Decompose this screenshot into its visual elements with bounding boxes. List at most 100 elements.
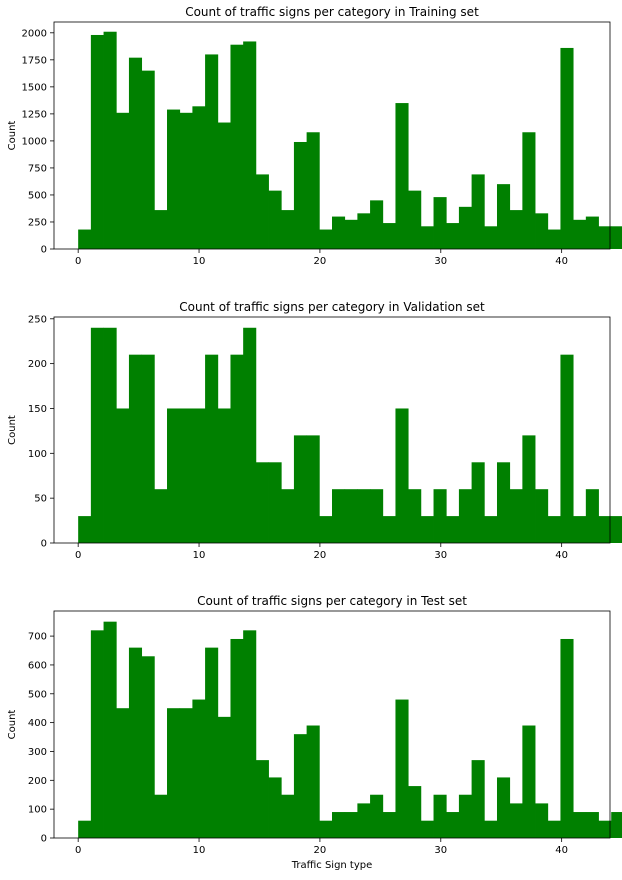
y-tick-label: 200 <box>28 776 47 787</box>
bar <box>319 516 333 543</box>
x-tick-label: 10 <box>193 845 206 856</box>
y-tick-label: 250 <box>28 217 47 228</box>
y-tick-label: 250 <box>28 314 47 325</box>
bar <box>611 812 622 838</box>
bar <box>573 812 587 838</box>
bar <box>319 229 333 249</box>
y-tick-label: 0 <box>41 834 47 845</box>
x-tick-label: 30 <box>434 845 447 856</box>
bar <box>293 141 308 249</box>
axes-frame <box>53 316 611 544</box>
bar <box>395 408 409 543</box>
bar <box>230 354 244 543</box>
bar <box>370 794 384 838</box>
bar <box>332 489 346 543</box>
bar <box>268 462 282 543</box>
bar <box>611 516 622 543</box>
bar <box>382 516 396 543</box>
bar <box>547 820 561 838</box>
bar <box>128 57 143 249</box>
x-tick-label: 10 <box>193 550 206 561</box>
axes-frame <box>53 21 611 250</box>
bar <box>230 44 244 250</box>
x-tick-label: 40 <box>555 256 568 267</box>
bar <box>344 489 358 543</box>
bar <box>535 213 549 249</box>
bar <box>611 226 622 249</box>
x-tick-label: 10 <box>193 256 206 267</box>
bar <box>306 435 320 543</box>
bar <box>496 777 511 838</box>
bar <box>205 647 219 838</box>
bar <box>179 408 193 543</box>
bar <box>281 210 295 249</box>
bar <box>344 219 358 249</box>
bar <box>547 516 561 543</box>
x-tick-label: 40 <box>555 845 568 856</box>
bar <box>522 132 536 249</box>
bar <box>217 716 231 838</box>
y-tick-label: 0 <box>41 245 47 256</box>
bar <box>446 516 460 543</box>
bar <box>458 206 472 249</box>
x-tick-label: 20 <box>314 550 327 561</box>
chart-title: Count of traffic signs per category in V… <box>179 300 485 314</box>
bar <box>154 794 168 838</box>
bar <box>217 408 231 543</box>
bar <box>255 174 269 249</box>
bar <box>573 516 587 543</box>
bar <box>395 699 409 838</box>
x-tick-label: 20 <box>314 845 327 856</box>
bar <box>344 812 358 838</box>
bar <box>205 54 219 250</box>
x-tick-label: 0 <box>75 256 81 267</box>
bar <box>522 435 536 543</box>
x-tick-label: 0 <box>75 550 81 561</box>
bar <box>395 103 409 249</box>
bar <box>78 229 92 249</box>
bar <box>281 794 295 838</box>
bar <box>382 812 396 838</box>
bar <box>535 489 549 543</box>
bar <box>192 408 206 543</box>
x-axis-label: Traffic Sign type <box>291 860 373 871</box>
bar <box>306 132 320 249</box>
bar <box>103 621 117 838</box>
bar <box>90 34 104 249</box>
bar <box>598 516 612 543</box>
bar <box>103 327 117 543</box>
y-axis-label: Count <box>7 710 18 740</box>
bar <box>243 327 257 543</box>
bar <box>420 820 434 838</box>
bar <box>128 354 143 543</box>
x-tick-label: 30 <box>434 256 447 267</box>
bar <box>217 122 231 249</box>
y-axis-label: Count <box>7 415 18 445</box>
y-tick-label: 600 <box>28 660 47 671</box>
x-tick-label: 30 <box>434 550 447 561</box>
bar <box>179 112 193 249</box>
y-tick-label: 100 <box>28 449 47 460</box>
bar <box>484 820 498 838</box>
y-tick-label: 400 <box>28 718 47 729</box>
bar <box>192 699 206 838</box>
bar <box>522 725 536 838</box>
bar <box>382 223 396 249</box>
bar <box>179 708 193 838</box>
bar <box>484 516 498 543</box>
bar <box>141 656 155 838</box>
y-tick-label: 1750 <box>22 55 47 66</box>
bar <box>205 354 219 543</box>
bar <box>496 462 511 543</box>
bar <box>370 200 384 249</box>
bar <box>433 794 447 838</box>
chart-panel-1: 0 10 20 30 40 0 250 500 750 1000 1250 1500 1750 2000 C… <box>7 5 622 267</box>
bar <box>560 354 574 543</box>
bar <box>332 216 346 249</box>
bar <box>319 820 333 838</box>
bar <box>433 489 447 543</box>
chart-title: Count of traffic signs per category in T… <box>185 5 479 19</box>
bar <box>598 820 612 838</box>
y-tick-label: 500 <box>28 190 47 201</box>
